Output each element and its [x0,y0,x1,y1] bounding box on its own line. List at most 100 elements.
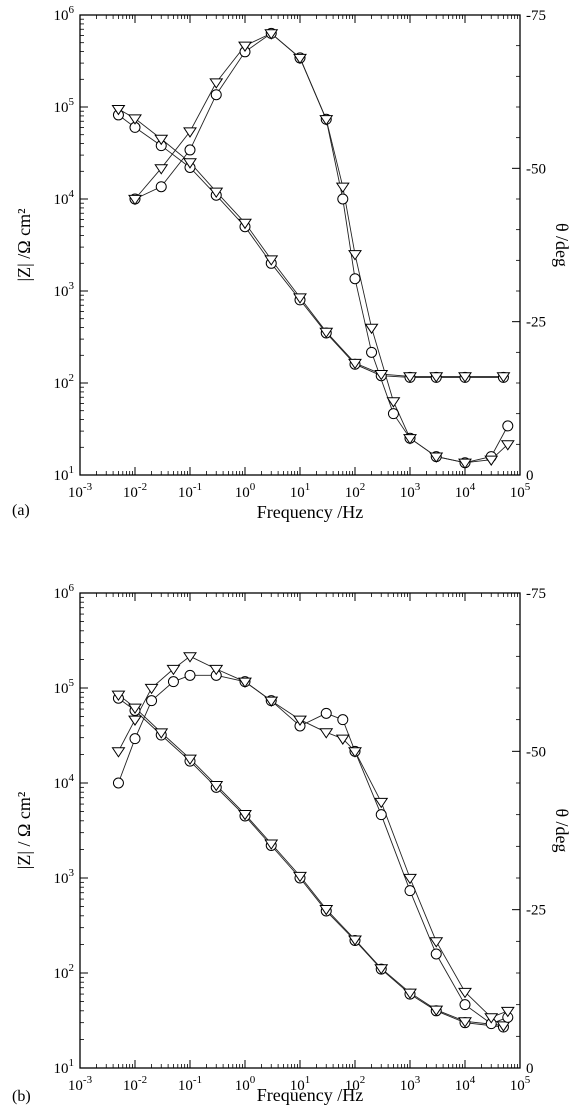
fit-line-series-1 [118,697,504,1028]
data-point-triangle [264,29,279,40]
data-point-triangle [183,158,197,169]
data-point-triangle [374,964,389,975]
y-left-tick-label: 106 [54,582,75,602]
y-left-tick-label: 102 [54,372,75,392]
data-point-triangle [429,452,444,463]
data-point-triangle [484,455,499,466]
fit-line-series-3 [134,32,509,464]
data-point-triangle [209,78,224,89]
fit-line-series-3 [117,674,508,1025]
x-tick-label: 10-3 [68,481,93,501]
x-tick-label: 10-1 [178,1074,202,1094]
data-point-triangle [128,114,142,125]
data-point-triangle [335,182,350,194]
data-point-circle [112,777,124,789]
x-tick-label: 103 [400,1074,421,1094]
data-point-triangle [319,115,334,126]
data-point-triangle [348,358,362,370]
y-left-tick-label: 106 [54,4,75,24]
data-point-circle [337,193,349,205]
data-point-triangle [496,1021,511,1032]
y-left-tick-label: 102 [54,962,75,982]
data-point-triangle [264,255,279,266]
data-point-triangle [183,652,197,663]
data-point-triangle [111,690,126,702]
data-point-triangle [403,434,417,445]
x-tick-label: 10-2 [123,1074,147,1094]
data-point-circle [210,89,222,101]
data-point-triangle [348,250,362,261]
y-left-tick-label: 101 [54,464,75,484]
y-left-tick-label: 103 [54,280,75,300]
x-axis-label: Frequency /Hz [257,1085,363,1105]
data-point-triangle [500,440,515,451]
data-point-triangle [386,397,401,408]
y-right-tick-label: 0 [526,468,534,484]
data-point-circle [155,181,167,193]
y-left-axis-label: |Z| /Ω cm² [14,209,34,282]
data-point-triangle [500,1006,515,1018]
x-tick-label: 104 [455,1074,476,1094]
data-point-circle [502,420,514,432]
data-point-triangle [348,935,362,946]
data-point-triangle [374,369,389,381]
data-point-triangle [293,715,307,726]
data-point-triangle [293,871,307,883]
y-right-tick-label: 0 [526,1061,534,1077]
y-left-tick-label: 105 [54,677,75,697]
x-tick-label: 105 [510,1074,531,1094]
data-point-triangle [458,987,472,999]
x-tick-label: 103 [400,481,421,501]
fit-line-series-1 [118,114,504,378]
data-point-circle [387,408,399,420]
panel-label: (b) [12,1088,31,1105]
y-right-tick-label: -75 [526,8,546,24]
data-point-triangle [183,754,197,766]
data-point-triangle [484,1013,499,1024]
data-point-triangle [111,747,126,758]
chart-panel-2: 10-3 10-2 10-1 100 101 102 103 104 105 101 102 103 1… [12,582,572,1105]
data-point-triangle [128,194,142,206]
y-right-tick-label: -25 [526,315,546,331]
x-tick-label: 10-1 [178,481,202,501]
x-tick-label: 100 [235,1074,256,1094]
x-tick-label: 10-2 [123,481,147,501]
data-point-triangle [429,1005,444,1017]
fit-line-series-4 [134,32,509,464]
data-point-circle [404,885,416,897]
y-right-axis-label: θ /deg [552,223,572,267]
y-left-tick-label: 104 [54,188,75,208]
data-point-triangle [403,988,417,1000]
x-tick-label: 102 [345,481,366,501]
y-left-tick-label: 103 [54,867,75,887]
data-point-triangle [209,781,224,792]
data-point-circle [184,669,196,681]
data-point-triangle [238,218,252,230]
y-left-tick-label: 104 [54,772,75,792]
y-right-tick-label: -25 [526,903,546,919]
data-point-triangle [154,134,169,146]
data-point-triangle [238,41,252,52]
data-point-triangle [429,937,444,948]
x-tick-label: 101 [290,1074,311,1094]
data-point-circle [129,733,141,745]
data-point-circle [349,273,361,285]
data-point-triangle [458,372,472,383]
x-tick-label: 105 [510,481,531,501]
data-point-circle [430,948,442,960]
data-point-triangle [209,187,224,199]
data-point-triangle [264,839,279,850]
fit-line-series-4 [118,655,508,1018]
y-right-tick-label: -75 [526,586,546,602]
data-point-triangle [209,664,224,676]
data-point-triangle [364,323,379,335]
y-right-tick-label: -50 [526,161,546,177]
data-point-triangle [293,293,307,304]
fit-line-series-2 [118,694,504,1026]
plot-frame [79,592,521,1069]
y-right-tick-label: -50 [526,744,546,760]
data-point-triangle [429,372,444,383]
data-point-circle [337,714,349,726]
data-point-triangle [335,734,350,745]
